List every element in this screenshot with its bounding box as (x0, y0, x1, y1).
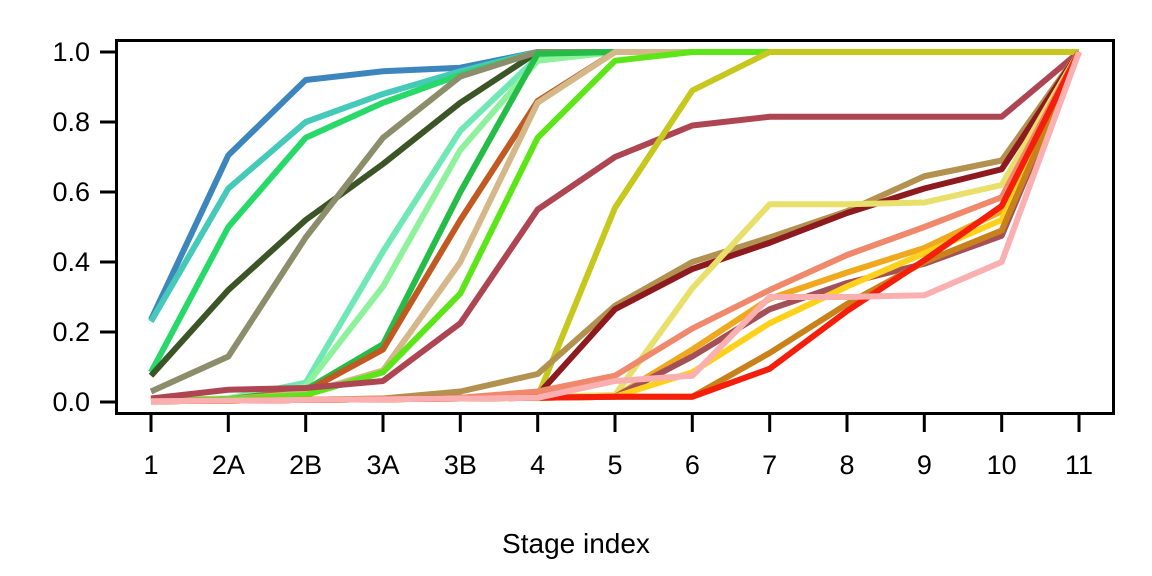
x-tick-label: 7 (762, 450, 778, 480)
axis-layer (100, 39, 1115, 432)
x-tick-label: 10 (986, 450, 1017, 480)
series-line (150, 49, 1081, 402)
series-line (150, 50, 1082, 405)
series-line (150, 50, 1082, 405)
x-tick-label: 3B (443, 450, 477, 480)
y-tick-label: 0.8 (52, 107, 90, 137)
series-line (150, 50, 1082, 405)
series-line (150, 49, 1079, 404)
x-axis-title: Stage index (502, 528, 650, 559)
series-line (150, 50, 1082, 405)
x-tick-marks (149, 414, 1081, 432)
x-tick-label: 5 (607, 450, 623, 480)
x-tick-label: 11 (1064, 450, 1094, 480)
x-tick-label: 1 (143, 450, 159, 480)
series-line (150, 49, 1079, 404)
x-tick-label: 6 (684, 450, 700, 480)
x-tick-label: 2A (211, 450, 245, 480)
series-line (150, 49, 1079, 404)
y-tick-marks (100, 50, 116, 404)
y-tick-label: 0.2 (52, 317, 90, 347)
y-tick-label: 0.4 (52, 247, 90, 277)
series-layer (148, 49, 1082, 405)
x-tick-label: 2B (289, 450, 323, 480)
y-tick-label: 1.0 (52, 37, 90, 67)
series-line (150, 50, 1082, 405)
series-line (150, 50, 1082, 405)
series-line (150, 49, 1079, 404)
x-tick-label: 8 (839, 450, 855, 480)
series-line (150, 50, 1082, 405)
y-tick-label: 0.6 (52, 177, 90, 207)
series-line (150, 50, 1082, 405)
x-tick-label: 4 (530, 450, 546, 480)
series-line (150, 49, 1079, 404)
series-line (150, 50, 1082, 405)
y-tick-label: 0.0 (52, 387, 90, 417)
series-line (150, 49, 1079, 404)
x-tick-label: 3A (366, 450, 400, 480)
series-line (150, 50, 1082, 405)
x-tick-label: 9 (916, 450, 932, 480)
series-line (150, 49, 1079, 405)
